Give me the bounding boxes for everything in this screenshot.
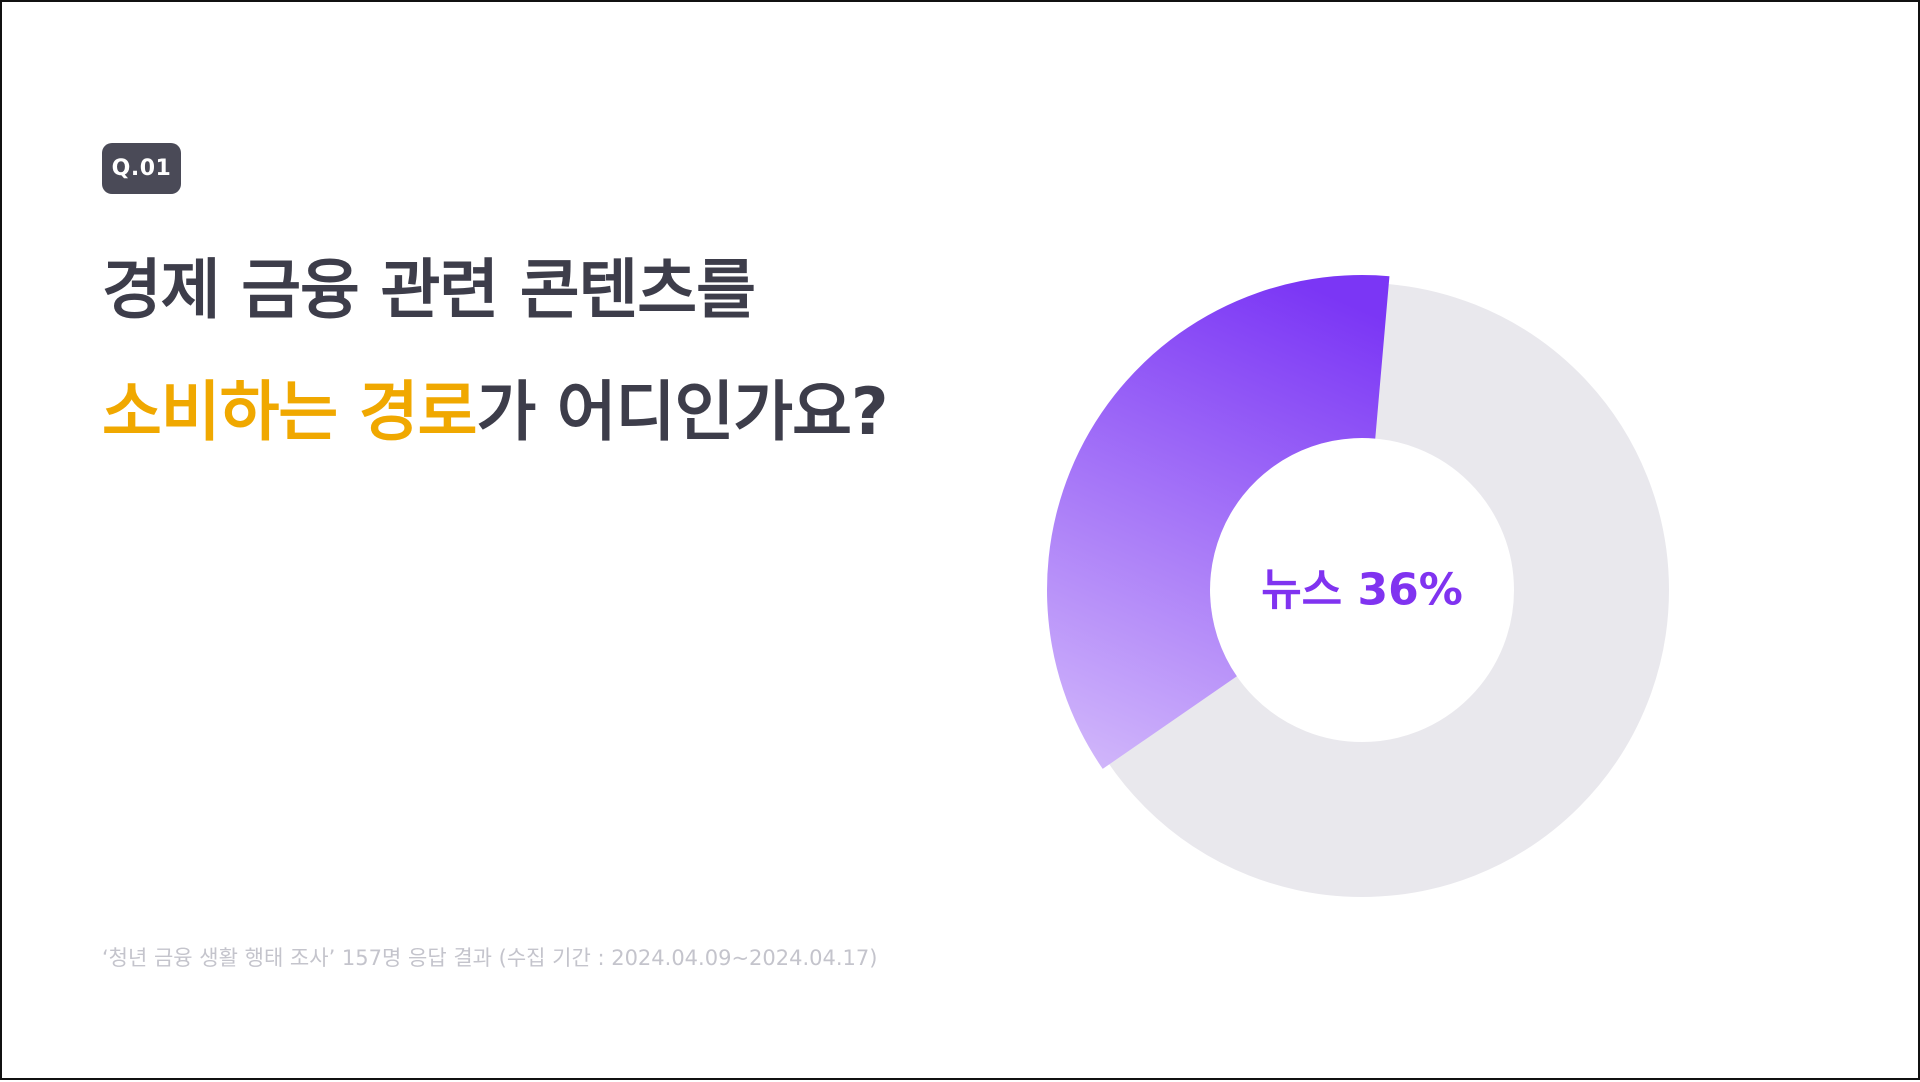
- question-badge: Q.01: [102, 143, 181, 194]
- question-title: 경제 금융 관련 콘텐츠를 소비하는 경로가 어디인가요?: [102, 230, 889, 474]
- donut-slice-news: [1046, 274, 1390, 769]
- title-line-2: 소비하는 경로가 어디인가요?: [102, 352, 889, 474]
- title-rest: 가 어디인가요?: [476, 375, 888, 450]
- title-line-1: 경제 금융 관련 콘텐츠를: [102, 253, 756, 328]
- title-highlight: 소비하는 경로: [102, 375, 477, 450]
- survey-footnote: ‘청년 금융 생활 행태 조사’ 157명 응답 결과 (수집 기간 : 202…: [102, 946, 878, 970]
- donut-center-label: 뉴스 36%: [1261, 565, 1463, 616]
